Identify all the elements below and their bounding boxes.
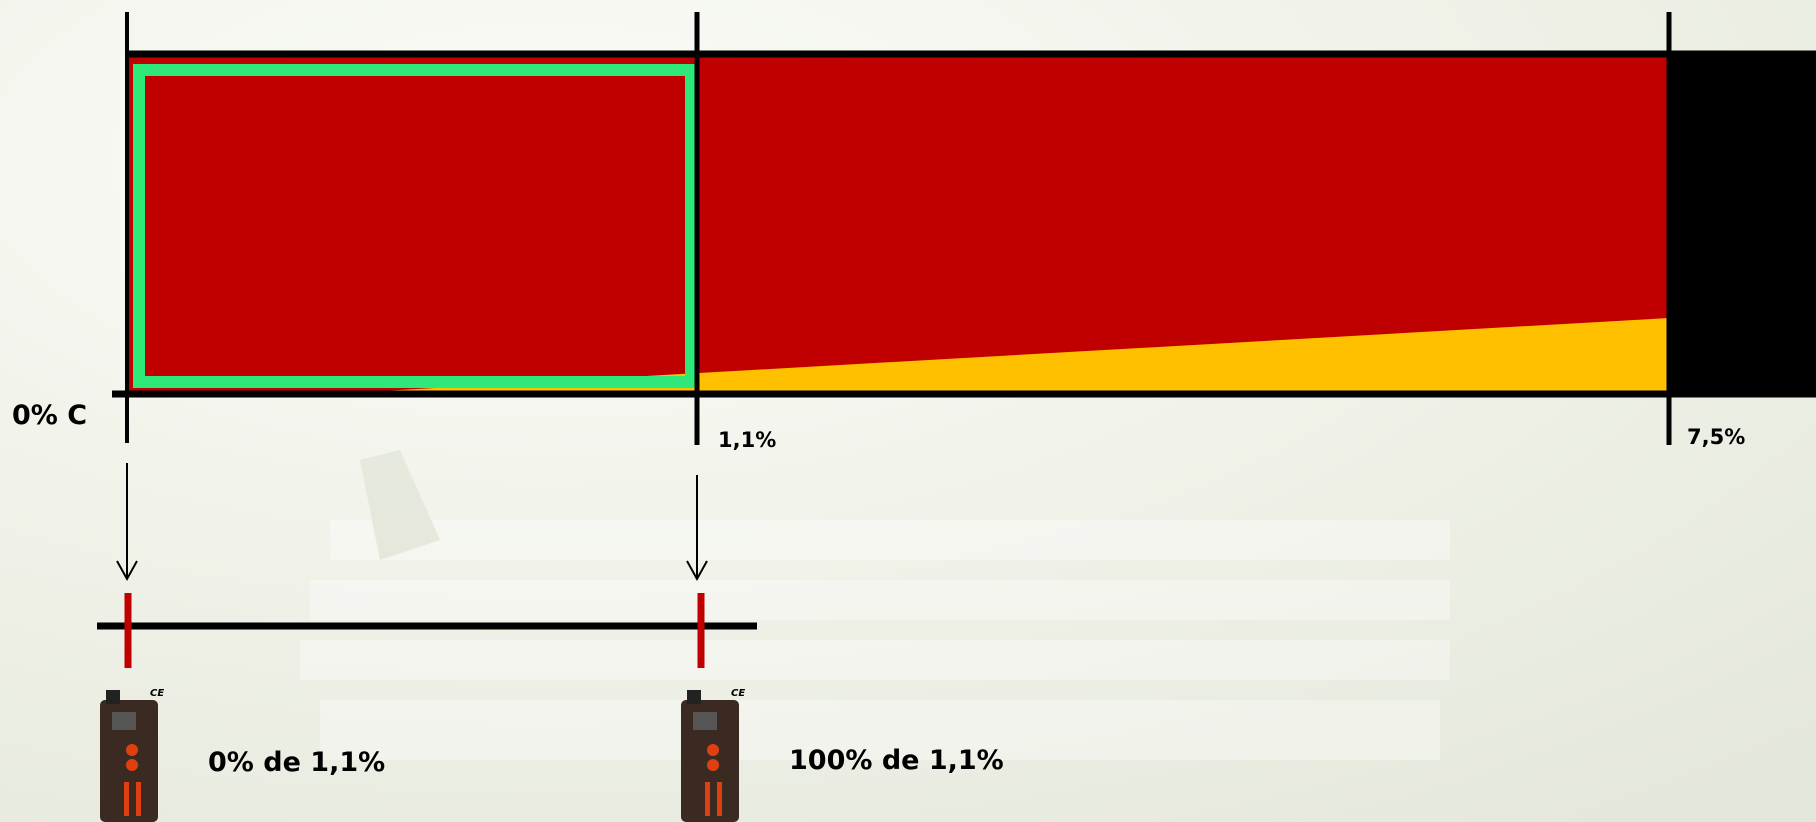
page: {"axis": {"start_label": "0% C", "mid_la…	[0, 0, 1816, 822]
reading-label: 0% de 1,1%	[208, 747, 385, 778]
gas-detector: CE	[681, 688, 745, 822]
reading-label: 100% de 1,1%	[789, 745, 1004, 776]
axis-label: 1,1%	[718, 428, 776, 452]
axis-label: 0% C	[12, 400, 87, 431]
device-mark: CE	[150, 688, 164, 699]
device-mark: CE	[731, 688, 745, 699]
slide: 0% C 1,1% 7,5% CE CE 0% de 1,1% 100% de …	[0, 0, 1816, 822]
axis-label: 7,5%	[1687, 425, 1745, 449]
above-limit-zone	[1669, 56, 1816, 394]
gas-detector: CE	[100, 688, 164, 822]
